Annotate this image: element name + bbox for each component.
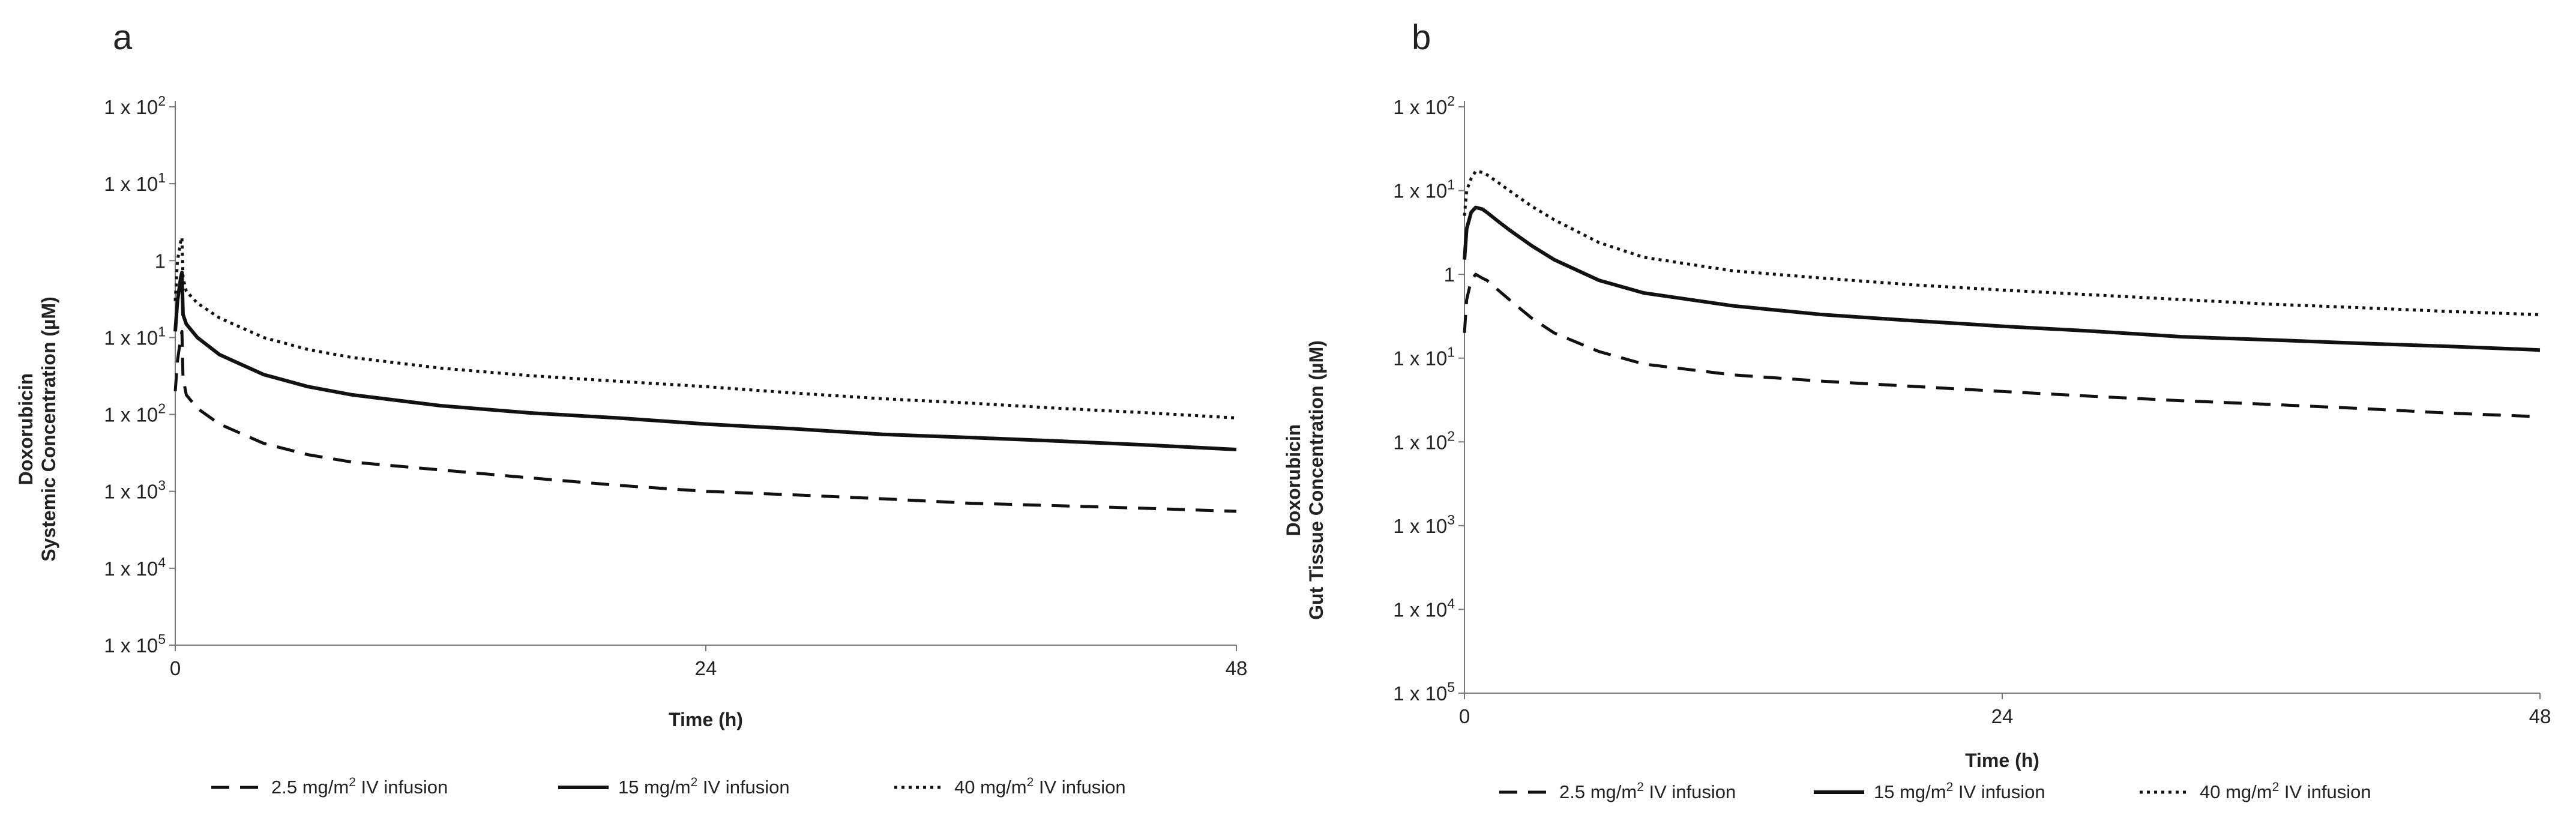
y-tick-label: 1 x 101: [104, 170, 166, 195]
panel-b-letter: b: [1412, 18, 1431, 57]
y-tick-label: 1 x 102: [104, 401, 166, 426]
legend-label: 2.5 mg/m2 IV infusion: [1559, 780, 1736, 802]
y-tick-label: 1: [155, 250, 166, 272]
legend-label: 15 mg/m2 IV infusion: [618, 775, 790, 798]
legend-label: 40 mg/m2 IV infusion: [2200, 780, 2371, 802]
panel-a-series: [173, 236, 1237, 513]
panel-b-x-axis-title: Time (h): [1965, 750, 2039, 771]
y-tick-label: 1 x 101: [1393, 344, 1455, 370]
series-line-dashed: [1463, 272, 2541, 418]
y-tick-label: 1 x 105: [1393, 679, 1455, 705]
y-tick-label: 1 x 102: [1393, 428, 1455, 453]
series-line-dashed: [173, 329, 1237, 513]
y-tick-label: 1 x 101: [1393, 177, 1455, 202]
panel-a-y-title-line-1: Doxorubicin: [15, 373, 37, 486]
panel-a-letter: a: [113, 18, 133, 57]
x-tick-label: 0: [1459, 705, 1470, 727]
panel-a-x-ticks: 0 24 48: [170, 645, 1248, 679]
y-tick-label: 1 x 103: [1393, 512, 1455, 537]
panel-b-y-axis-title: Doxorubicin Gut Tissue Concentration (µM…: [1283, 340, 1327, 620]
y-tick-label: 1 x 104: [1393, 595, 1455, 621]
series-line-solid: [173, 271, 1237, 451]
x-tick-label: 24: [695, 657, 717, 679]
panel-a-x-axis-title: Time (h): [669, 709, 743, 730]
y-tick-label: 1 x 104: [104, 555, 166, 580]
legend-label: 15 mg/m2 IV infusion: [1874, 780, 2045, 802]
legend-label: 40 mg/m2 IV infusion: [954, 775, 1126, 798]
panel-a-y-ticks: 1 x 102 1 x 101 1 1 x 101 1 x 102 1 x 103 1 x …: [104, 93, 175, 657]
x-tick-label: 48: [2529, 705, 2551, 727]
panel-b-x-ticks: 0 24 48: [1459, 693, 2551, 727]
panel-b-series: [1463, 169, 2541, 418]
x-tick-label: 0: [170, 657, 181, 679]
panel-b-chart: b Doxorubicin Gut Tissue Concentration (…: [1283, 18, 2551, 802]
panel-a-legend: 2.5 mg/m2 IV infusion 15 mg/m2 IV infusio…: [211, 775, 1126, 798]
panel-b-y-ticks: 1 x 102 1 x 101 1 1 x 101 1 x 102 1 x 103 1 x …: [1393, 93, 1464, 705]
panel-b-y-title-line-2: Gut Tissue Concentration (µM): [1305, 340, 1327, 620]
panel-a-chart: a Doxorubicin Systemic Concentration (µM…: [15, 18, 1247, 798]
y-tick-label: 1 x 103: [104, 478, 166, 503]
series-line-dotted: [1463, 169, 2541, 316]
y-tick-label: 1 x 105: [104, 631, 166, 657]
y-tick-label: 1 x 102: [104, 93, 166, 118]
series-line-solid: [1463, 205, 2541, 352]
x-tick-label: 24: [1991, 705, 2014, 727]
panel-a-y-axis-title: Doxorubicin Systemic Concentration (µM): [15, 296, 59, 562]
y-tick-label: 1 x 101: [104, 323, 166, 349]
panel-b-legend: 2.5 mg/m2 IV infusion 15 mg/m2 IV infusio…: [1499, 780, 2371, 802]
panel-a-y-title-line-2: Systemic Concentration (µM): [38, 296, 59, 562]
legend-label: 2.5 mg/m2 IV infusion: [271, 775, 448, 798]
panel-b-y-title-line-1: Doxorubicin: [1283, 424, 1304, 537]
y-tick-label: 1: [1444, 263, 1455, 286]
x-tick-label: 48: [1226, 657, 1248, 679]
y-tick-label: 1 x 102: [1393, 93, 1455, 118]
